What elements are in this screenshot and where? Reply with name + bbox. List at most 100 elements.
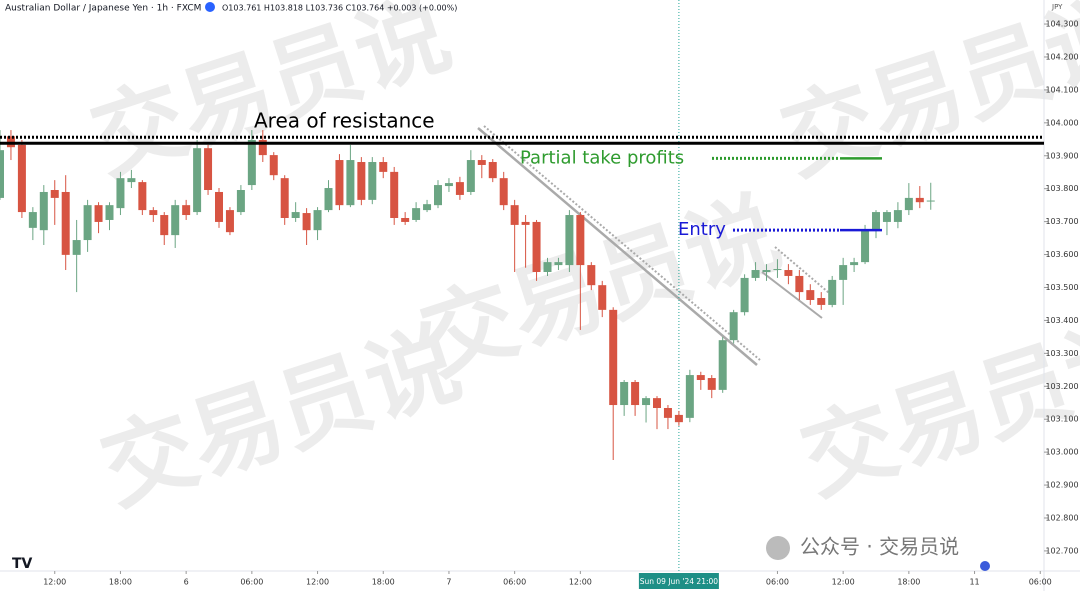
- x-tick-label: 18:00: [109, 578, 132, 587]
- candle-body: [488, 162, 497, 179]
- candle-body: [182, 205, 191, 216]
- flag-line: [761, 271, 823, 319]
- trendline-dotted: [483, 125, 761, 361]
- watermark: 交易员说: [789, 299, 1080, 515]
- x-tick-label: 12:00: [306, 578, 329, 587]
- trendlines: [477, 125, 836, 366]
- candle-body: [149, 210, 158, 216]
- candle-body: [258, 139, 267, 156]
- ohlc-readout: O103.761 H103.818 L103.736 C103.764 +0.0…: [222, 4, 457, 13]
- candle-body: [324, 188, 333, 211]
- candle-body: [357, 162, 366, 200]
- candle-body: [653, 398, 661, 408]
- x-tick-label: 18:00: [372, 578, 395, 587]
- candle-body: [280, 178, 289, 218]
- symbol-title: Australian Dollar / Japanese Yen · 1h · …: [5, 4, 201, 14]
- y-tick-label: 102.900: [1045, 481, 1078, 490]
- annotation-label: Area of resistance: [254, 109, 435, 133]
- y-tick-label: 103.300: [1045, 349, 1078, 358]
- candle-body: [587, 265, 596, 286]
- candle-body: [247, 139, 256, 186]
- currency-label: JPY: [1051, 3, 1063, 11]
- candle-body: [609, 309, 618, 406]
- x-tick-label: 7: [446, 578, 451, 587]
- candle-body: [817, 298, 826, 305]
- x-tick-label: 12:00: [832, 578, 855, 587]
- candle-body: [291, 212, 300, 218]
- candle-body: [521, 221, 530, 225]
- candle-body: [72, 240, 81, 255]
- candle-body: [510, 205, 519, 225]
- trendline: [477, 127, 758, 366]
- candle-body: [204, 148, 213, 191]
- candle-body: [444, 183, 453, 187]
- candle-body: [0, 150, 4, 198]
- candle-body: [50, 190, 59, 198]
- candle-body: [839, 265, 848, 280]
- candle-body: [335, 160, 344, 206]
- y-tick-label: 104.300: [1045, 20, 1078, 29]
- candle-body: [423, 204, 432, 211]
- crosshair-label: Sun 09 Jun '24 21:00: [640, 577, 719, 586]
- x-tick-label: 12:00: [569, 578, 592, 587]
- candle-body: [663, 407, 672, 418]
- candle-body: [171, 205, 180, 236]
- candle-body: [401, 217, 410, 222]
- y-tick-label: 102.800: [1045, 513, 1078, 522]
- candle-body: [893, 210, 902, 222]
- y-tick-label: 103.900: [1045, 151, 1078, 160]
- y-tick-label: 103.100: [1045, 415, 1078, 424]
- candle-body: [94, 205, 103, 222]
- candle-body: [872, 212, 880, 231]
- y-tick-label: 103.000: [1045, 448, 1078, 457]
- wechat-icon: [766, 536, 790, 560]
- candle-body: [236, 190, 245, 213]
- candle-body: [313, 210, 322, 231]
- crosshair-label-box: [638, 573, 719, 589]
- candle-body: [160, 215, 169, 236]
- flag-icon: [980, 561, 990, 571]
- candle-body: [390, 171, 399, 218]
- candle-body: [784, 270, 793, 276]
- candle-body: [795, 275, 804, 293]
- y-tick-label: 104.200: [1045, 52, 1078, 61]
- candle-body: [642, 398, 651, 406]
- candle-body: [193, 148, 202, 213]
- annotation-label: Partial take profits: [520, 147, 684, 168]
- candle-body: [806, 290, 815, 300]
- candle-body: [674, 414, 683, 423]
- candle-body: [696, 375, 705, 381]
- watermark: 交易员说: [769, 0, 1080, 195]
- x-tick-label: 06:00: [503, 578, 526, 587]
- y-tick-label: 103.500: [1045, 283, 1078, 292]
- candle-body: [861, 230, 870, 263]
- candle-body: [598, 285, 607, 310]
- eye-icon[interactable]: [205, 2, 215, 12]
- candle-body: [762, 270, 771, 272]
- candle-body: [477, 160, 486, 165]
- y-tick-label: 102.700: [1045, 546, 1078, 555]
- candle-body: [434, 185, 442, 206]
- candle-body: [269, 155, 278, 176]
- candle-body: [466, 160, 475, 192]
- x-tick-label: 06:00: [240, 578, 263, 587]
- candle-body: [368, 162, 377, 200]
- x-tick-label: 11: [969, 578, 979, 587]
- candle-body: [773, 269, 782, 271]
- x-tick-label: 06:00: [766, 578, 789, 587]
- candle-body: [302, 213, 311, 231]
- candle-body: [499, 178, 508, 206]
- candle-body: [685, 375, 694, 418]
- candle-body: [532, 221, 541, 272]
- candle-body: [631, 381, 640, 406]
- y-tick-label: 104.000: [1045, 118, 1078, 127]
- x-tick-label: 06:00: [1029, 578, 1052, 587]
- candle-body: [412, 208, 421, 220]
- candle-body: [904, 197, 913, 211]
- candle-body: [926, 200, 935, 202]
- candle-body: [346, 160, 355, 206]
- candle-body: [17, 144, 26, 213]
- candle-body: [225, 210, 234, 233]
- y-tick-label: 103.800: [1045, 184, 1078, 193]
